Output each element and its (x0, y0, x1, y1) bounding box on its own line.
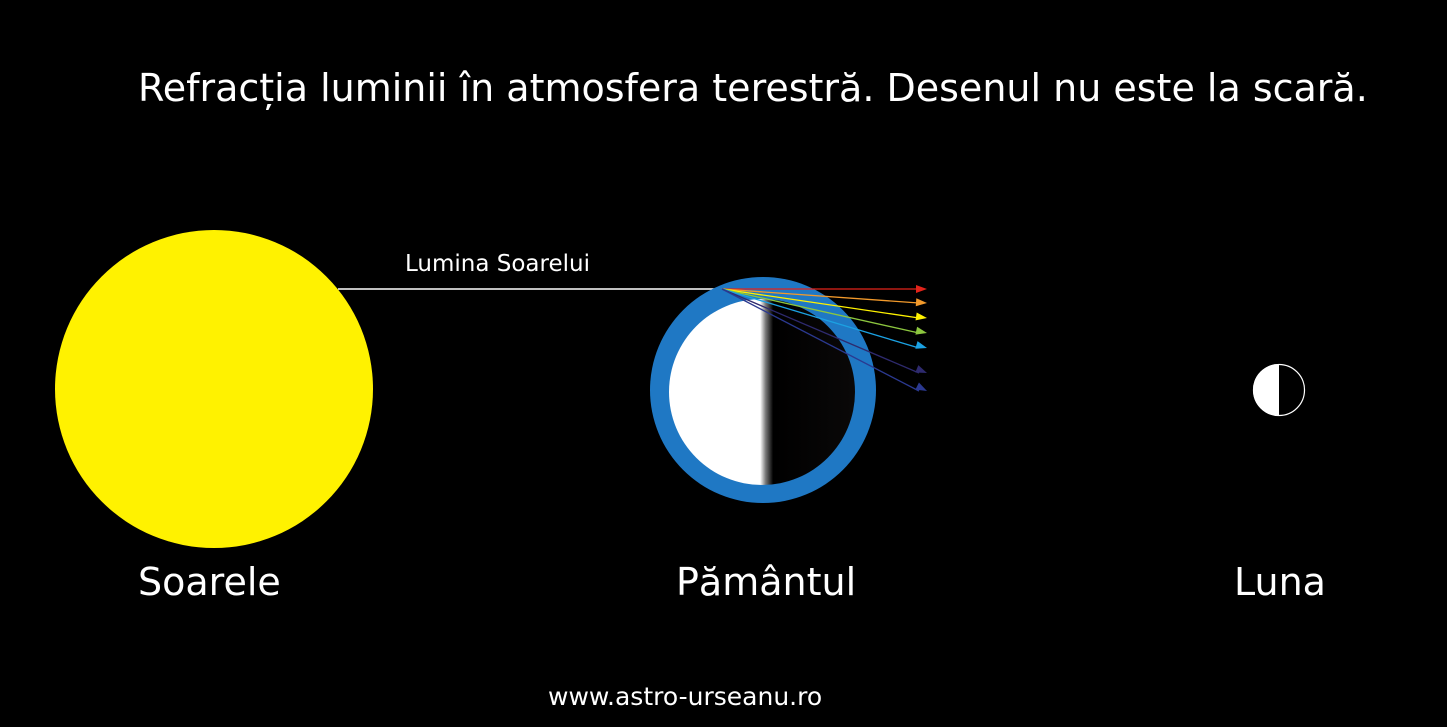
refracted-ray (721, 288, 920, 319)
refracted-ray (721, 288, 920, 374)
arrowhead-icon (916, 285, 927, 293)
sunlight-label: Lumina Soarelui (405, 251, 590, 277)
arrowhead-icon (915, 341, 927, 349)
refracted-ray (721, 288, 920, 392)
footer-url: www.astro-urseanu.ro (548, 682, 823, 711)
refracted-ray (721, 288, 920, 304)
refracted-ray (721, 288, 920, 334)
refracted-ray (721, 288, 920, 349)
arrowhead-icon (915, 382, 927, 391)
arrowhead-icon (915, 312, 927, 321)
arrowhead-icon (915, 326, 927, 335)
arrowhead-icon (915, 298, 927, 307)
earth-label: Pământul (676, 560, 857, 604)
sun (55, 230, 373, 548)
page-title: Refracția luminii în atmosfera terestră.… (138, 66, 1368, 110)
sun-label: Soarele (138, 560, 281, 604)
moon-label: Luna (1234, 560, 1326, 604)
refracted-rays (721, 285, 927, 392)
earth (669, 299, 855, 485)
arrowhead-icon (915, 365, 927, 373)
moon-outline (1252, 363, 1306, 417)
